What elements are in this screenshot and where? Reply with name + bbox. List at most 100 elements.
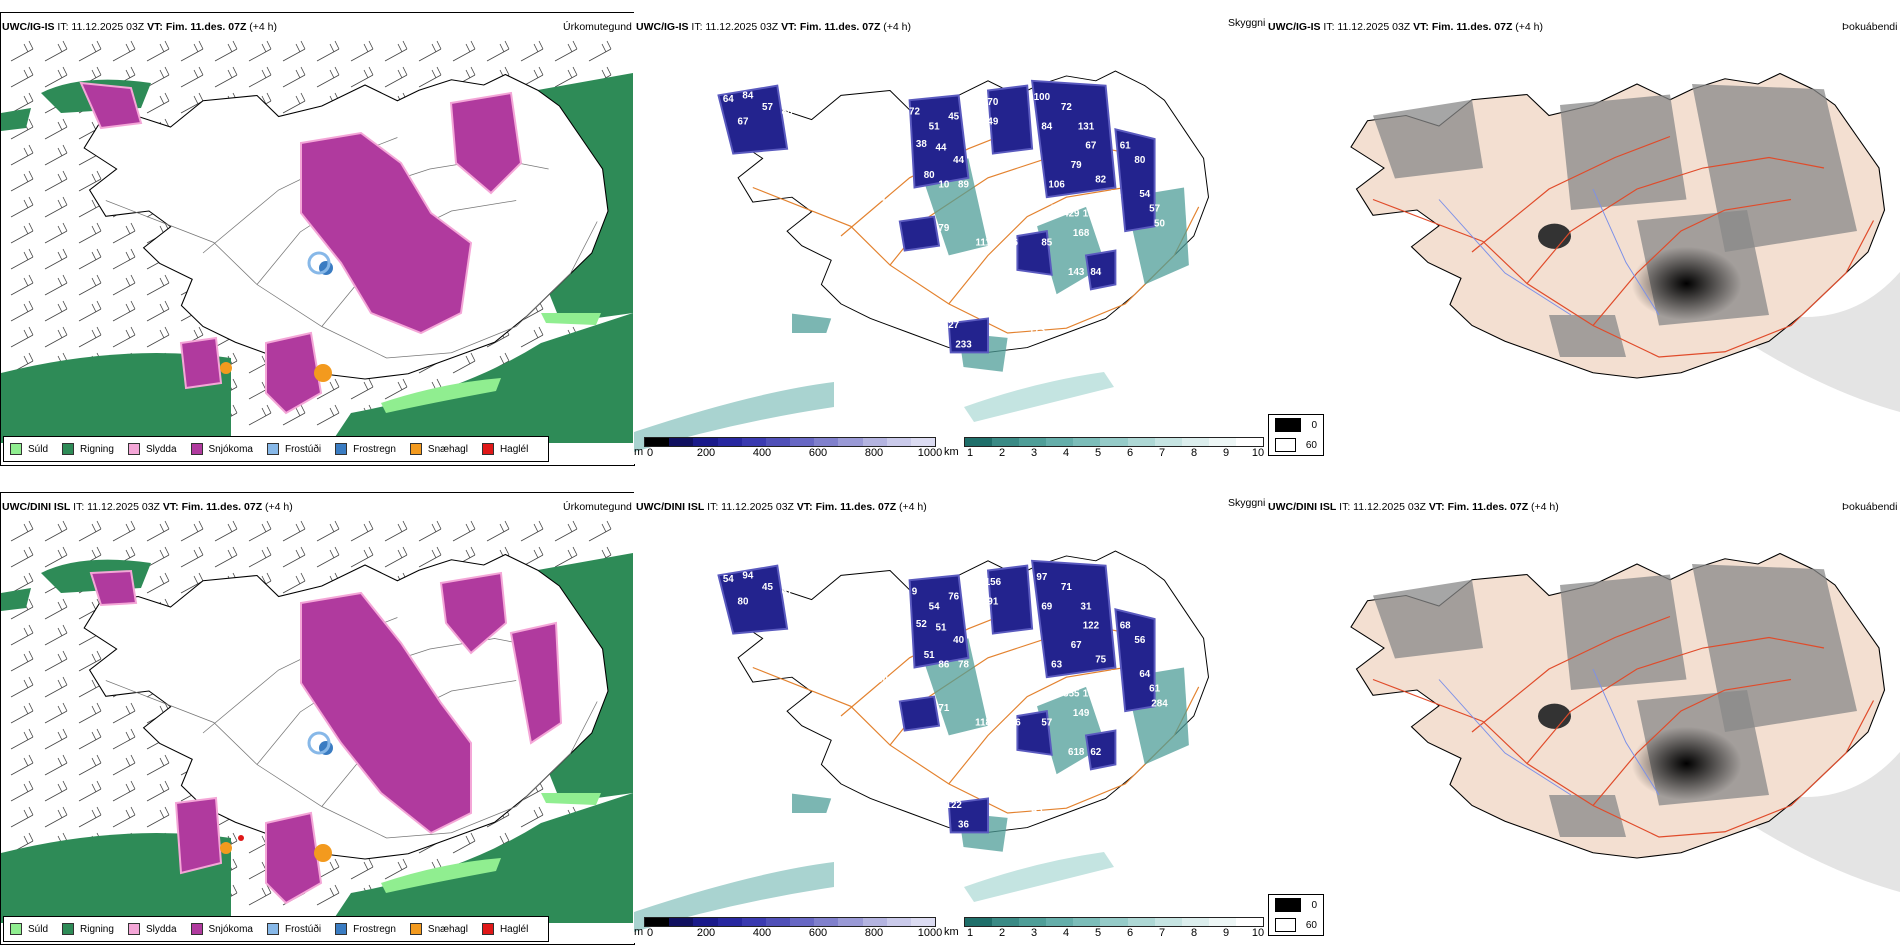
model-name: UWC/IG-IS (2, 21, 55, 33)
legend-swatch (127, 443, 140, 455)
colorbar-cell (741, 918, 766, 926)
wind-barb (316, 404, 340, 426)
ceiling-value-label: 284 (1151, 698, 1168, 709)
ceiling-value-label: 93 (1022, 790, 1033, 801)
colorbar-cell (1154, 918, 1182, 926)
wind-barb (78, 248, 102, 270)
wind-barb (44, 598, 68, 620)
legend-label: Frostregn (353, 443, 396, 455)
freezing-drizzle-area (307, 251, 331, 275)
ceiling-value-label: 62 (1051, 684, 1062, 695)
wind-barb (78, 650, 102, 672)
ceiling-value-label: 56 (1134, 635, 1145, 646)
low-ceiling-area (908, 94, 970, 189)
ceiling-value-label: 180 (1083, 689, 1100, 700)
snow-area (300, 131, 473, 335)
wind-barb (112, 728, 136, 750)
ceiling-value-label: 67 (782, 587, 793, 598)
ceiling-value-label: 194 (872, 674, 889, 685)
snow-area (265, 811, 323, 905)
wind-barb (282, 404, 306, 426)
precip-map (1, 40, 633, 443)
colorbar-tick-label: 6 (1126, 447, 1134, 459)
wind-barb (44, 754, 68, 776)
colorbar-tick-label: 5 (1094, 927, 1102, 939)
colorbar-strip (964, 917, 1264, 927)
legend-label: Slydda (145, 923, 177, 935)
wind-barb (316, 378, 340, 400)
wind-barb (180, 572, 204, 594)
precip-legend-item: Snæhagl (409, 923, 468, 935)
wind-barb (282, 40, 306, 62)
wind-barb (10, 754, 34, 776)
legend-swatch (10, 923, 22, 935)
ceiling-value-label: 118 (975, 718, 991, 729)
legend-label: Frostúði (284, 923, 322, 935)
wind-barb (520, 806, 544, 828)
legend-label: Snjókoma (208, 923, 253, 935)
legend-swatch (62, 443, 75, 455)
legend-label: Snjókoma (208, 443, 253, 455)
wind-barb (44, 144, 68, 166)
valid-time: Fim. 11.des. 07Z (165, 21, 247, 33)
wind-barb (44, 676, 68, 698)
wind-barb (214, 520, 238, 542)
visibility-colorbar: km 1 2 3 4 5 6 7 8 9 10 (944, 437, 1264, 461)
ceiling-value-label: 79 (1071, 160, 1082, 171)
wind-barb (452, 40, 476, 62)
wind-barb (112, 40, 136, 62)
dense-fog-area (1538, 223, 1571, 249)
panel-header: UWC/DINI ISL IT: 11.12.2025 03Z VT: Fim.… (1268, 501, 1559, 513)
fog-legend-swatch (1275, 898, 1302, 912)
field-precip-label: Úrkomutegund (563, 21, 632, 33)
legend-label: Súld (28, 923, 49, 935)
ceiling-value-label: 44 (936, 143, 947, 154)
wind-barb (112, 806, 136, 828)
wind-barb (418, 40, 442, 62)
legend-label: Snæhagl (427, 923, 468, 935)
vt-label: VT: (162, 501, 179, 513)
legend-swatch (481, 923, 494, 935)
wind-barb (486, 40, 510, 62)
low-vis-area (964, 372, 1114, 422)
legend-swatch (409, 443, 422, 455)
wind-barb (214, 66, 238, 88)
ceiling-value-label: 70 (987, 97, 998, 108)
low-ceiling-area (1084, 729, 1117, 771)
colorbar-tick-label: 800 (864, 447, 884, 459)
ceiling-colorbar: m 0 200 400 600 800 1000 (634, 437, 942, 461)
ceiling-value-label: 51 (929, 121, 940, 132)
low-ceiling-area (717, 564, 789, 635)
wind-barb (78, 754, 102, 776)
legend-swatch (335, 443, 348, 455)
drizzle-area (381, 858, 501, 893)
precip-layer (1, 520, 633, 923)
wind-barb (44, 222, 68, 244)
valid-time: Fim. 11.des. 07Z (1447, 501, 1529, 513)
colorbar-tick-label: 2 (998, 927, 1006, 939)
wind-barb (452, 520, 476, 542)
field-precip-label: Úrkomutegund (563, 501, 632, 513)
ceiling-value-label: 54 (1139, 189, 1150, 200)
ceiling-value-label: 61 (1120, 141, 1131, 152)
river-line (1592, 188, 1660, 316)
ceiling-value-label: 68 (929, 795, 940, 806)
ceiling-value-label: 43 (1120, 281, 1131, 292)
colorbar-tick-label: 2 (998, 447, 1006, 459)
ceiling-value-label: 50 (1027, 223, 1038, 234)
wind-barb (384, 858, 408, 880)
wind-barb (350, 66, 374, 88)
wind-barb (316, 66, 340, 88)
road-line (948, 666, 1126, 785)
colorbar-cell (1100, 438, 1128, 446)
wind-barb (248, 66, 272, 88)
wind-barb (112, 248, 136, 270)
colorbar-tick-label: 6 (1126, 927, 1134, 939)
vt-label: VT: (1413, 21, 1429, 33)
legend-label: Slydda (145, 443, 177, 455)
ceiling-value-label: 44 (953, 155, 964, 166)
fog-panel-ig (1267, 12, 1900, 464)
ceiling-value-label: 62 (1090, 747, 1101, 758)
colorbar-cell (717, 438, 742, 446)
wind-barb (282, 66, 306, 88)
